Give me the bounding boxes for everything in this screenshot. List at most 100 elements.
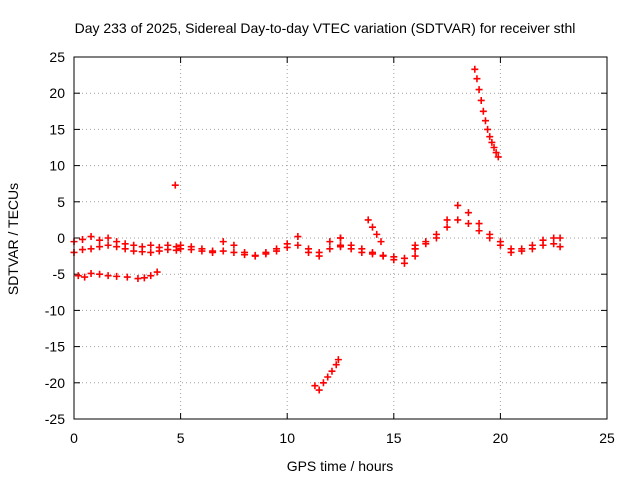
data-point xyxy=(164,246,172,254)
data-point xyxy=(147,241,155,249)
data-point xyxy=(422,240,430,248)
data-point xyxy=(556,234,564,242)
data-point xyxy=(283,243,291,251)
data-point xyxy=(219,238,227,246)
data-point xyxy=(87,245,95,253)
data-point xyxy=(368,223,376,231)
data-point xyxy=(198,247,206,255)
plot-frame xyxy=(73,56,608,420)
data-point xyxy=(486,133,494,141)
data-point xyxy=(241,251,249,259)
series-evening-band-b xyxy=(411,216,564,256)
grid-lines xyxy=(74,57,607,419)
data-point xyxy=(319,379,327,387)
data-point xyxy=(337,241,344,249)
data-point xyxy=(479,107,487,115)
y-axis-label: SDTVAR / TECUs xyxy=(5,183,21,295)
data-points xyxy=(70,65,564,394)
data-point xyxy=(347,245,355,253)
data-point xyxy=(473,75,481,83)
data-point xyxy=(140,274,148,282)
data-point xyxy=(324,373,332,381)
series-isolated-point xyxy=(171,181,179,189)
data-point xyxy=(492,149,500,157)
data-point xyxy=(337,234,344,242)
data-point xyxy=(475,227,483,235)
data-point xyxy=(209,248,217,256)
data-point xyxy=(305,248,313,256)
y-tick-label: 20 xyxy=(49,85,65,101)
data-point xyxy=(507,248,515,256)
x-tick-label: 15 xyxy=(386,430,402,446)
data-point xyxy=(390,253,398,261)
data-point xyxy=(379,251,387,259)
data-point xyxy=(79,235,87,243)
data-point xyxy=(368,250,376,258)
data-point xyxy=(432,234,440,242)
x-tick-label: 20 xyxy=(493,430,509,446)
data-point xyxy=(96,236,104,244)
data-point xyxy=(147,272,155,280)
y-tick-label: -5 xyxy=(53,266,66,282)
y-tick-label: 15 xyxy=(49,121,65,137)
data-point xyxy=(528,245,536,253)
data-point xyxy=(147,248,155,256)
data-point xyxy=(475,220,483,228)
data-point xyxy=(87,269,95,277)
data-point xyxy=(464,220,472,228)
data-point xyxy=(294,233,302,241)
data-point xyxy=(96,270,104,278)
y-tick-label: 10 xyxy=(49,158,65,174)
data-point xyxy=(488,138,496,146)
data-point xyxy=(87,233,95,241)
data-point xyxy=(187,246,195,254)
data-point xyxy=(518,247,526,255)
data-point xyxy=(171,181,179,189)
y-tick-label: -15 xyxy=(45,339,65,355)
chart-title: Day 233 of 2025, Sidereal Day-to-day VTE… xyxy=(75,20,576,36)
data-point xyxy=(471,65,479,73)
series-midday-rise xyxy=(364,216,385,246)
data-point xyxy=(262,250,270,258)
data-point xyxy=(155,247,163,255)
data-point xyxy=(481,117,489,125)
data-point xyxy=(230,241,238,249)
series-lower-track xyxy=(74,268,161,283)
x-tick-label: 25 xyxy=(599,430,615,446)
data-point xyxy=(475,86,483,94)
data-point xyxy=(373,230,381,238)
data-point xyxy=(177,245,185,253)
data-point xyxy=(104,241,112,249)
data-point xyxy=(294,241,302,249)
data-point xyxy=(273,247,281,255)
data-point xyxy=(494,153,502,161)
data-point xyxy=(326,245,334,253)
data-point xyxy=(123,273,131,281)
data-point xyxy=(315,252,323,260)
data-point xyxy=(134,275,142,283)
series-main-band-b xyxy=(70,241,180,256)
data-point xyxy=(411,252,419,260)
data-point xyxy=(477,96,485,104)
data-point xyxy=(153,268,161,276)
data-point xyxy=(443,223,451,231)
data-point xyxy=(556,243,564,251)
data-point xyxy=(96,243,104,251)
data-point xyxy=(79,246,87,254)
y-tick-label: -25 xyxy=(45,411,65,427)
data-point xyxy=(81,273,89,281)
data-point xyxy=(358,248,366,256)
data-point xyxy=(364,216,372,224)
x-tick-label: 10 xyxy=(279,430,295,446)
y-tick-label: 25 xyxy=(49,49,65,65)
data-point xyxy=(539,241,547,249)
data-point xyxy=(484,125,492,133)
data-point xyxy=(326,238,334,246)
data-point xyxy=(130,247,138,255)
data-point xyxy=(104,234,112,242)
data-point xyxy=(172,246,180,254)
x-tick-label: 0 xyxy=(70,430,78,446)
y-tick-label: -20 xyxy=(45,375,65,391)
data-point xyxy=(486,234,494,242)
